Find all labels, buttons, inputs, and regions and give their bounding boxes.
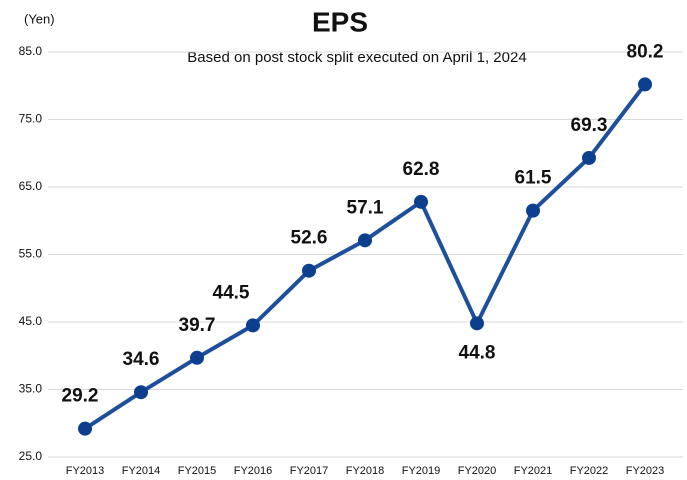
data-label: 39.7	[179, 315, 216, 336]
y-tick-label: 65.0	[19, 179, 43, 193]
chart-title: EPS	[312, 6, 368, 37]
marker	[414, 194, 428, 209]
data-label: 29.2	[62, 386, 99, 407]
marker	[526, 203, 540, 218]
line	[83, 83, 647, 431]
data-label: 44.8	[459, 342, 496, 363]
x-tick-label: FY2019	[402, 465, 441, 477]
marker	[638, 77, 652, 92]
data-label: 57.1	[347, 197, 384, 218]
y-tick-label: 35.0	[19, 382, 43, 396]
x-tick-label: FY2020	[458, 465, 497, 477]
y-tick-label: 85.0	[19, 44, 43, 58]
marker	[582, 150, 596, 165]
x-tick-label: FY2017	[290, 465, 329, 477]
marker	[470, 316, 484, 331]
x-tick-label: FY2015	[178, 465, 217, 477]
x-tick-label: FY2014	[122, 465, 161, 477]
marker	[358, 233, 372, 248]
chart-subtitle: Based on post stock split executed on Ap…	[187, 49, 526, 66]
y-tick-label: 25.0	[19, 449, 43, 463]
data-label: 69.3	[571, 115, 608, 136]
y-tick-label: 55.0	[19, 247, 43, 261]
data-label: 52.6	[291, 228, 328, 249]
data-label: 61.5	[515, 168, 552, 189]
x-tick-label: FY2023	[626, 465, 665, 477]
marker	[302, 263, 316, 278]
x-tick-label: FY2021	[514, 465, 553, 477]
x-tick-label: FY2013	[66, 465, 105, 477]
y-tick-label: 75.0	[19, 112, 43, 126]
marker	[78, 421, 92, 436]
data-label: 44.5	[213, 282, 250, 303]
marker	[246, 318, 260, 333]
y-axis-label: (Yen)	[24, 11, 55, 26]
data-label: 34.6	[123, 349, 160, 370]
y-tick-label: 45.0	[19, 314, 43, 328]
x-tick-label: FY2018	[346, 465, 385, 477]
marker	[190, 350, 204, 365]
x-tick-label: FY2022	[570, 465, 609, 477]
data-label: 62.8	[403, 159, 440, 180]
x-tick-label: FY2016	[234, 465, 273, 477]
marker	[134, 385, 148, 400]
data-label: 80.2	[627, 41, 664, 62]
